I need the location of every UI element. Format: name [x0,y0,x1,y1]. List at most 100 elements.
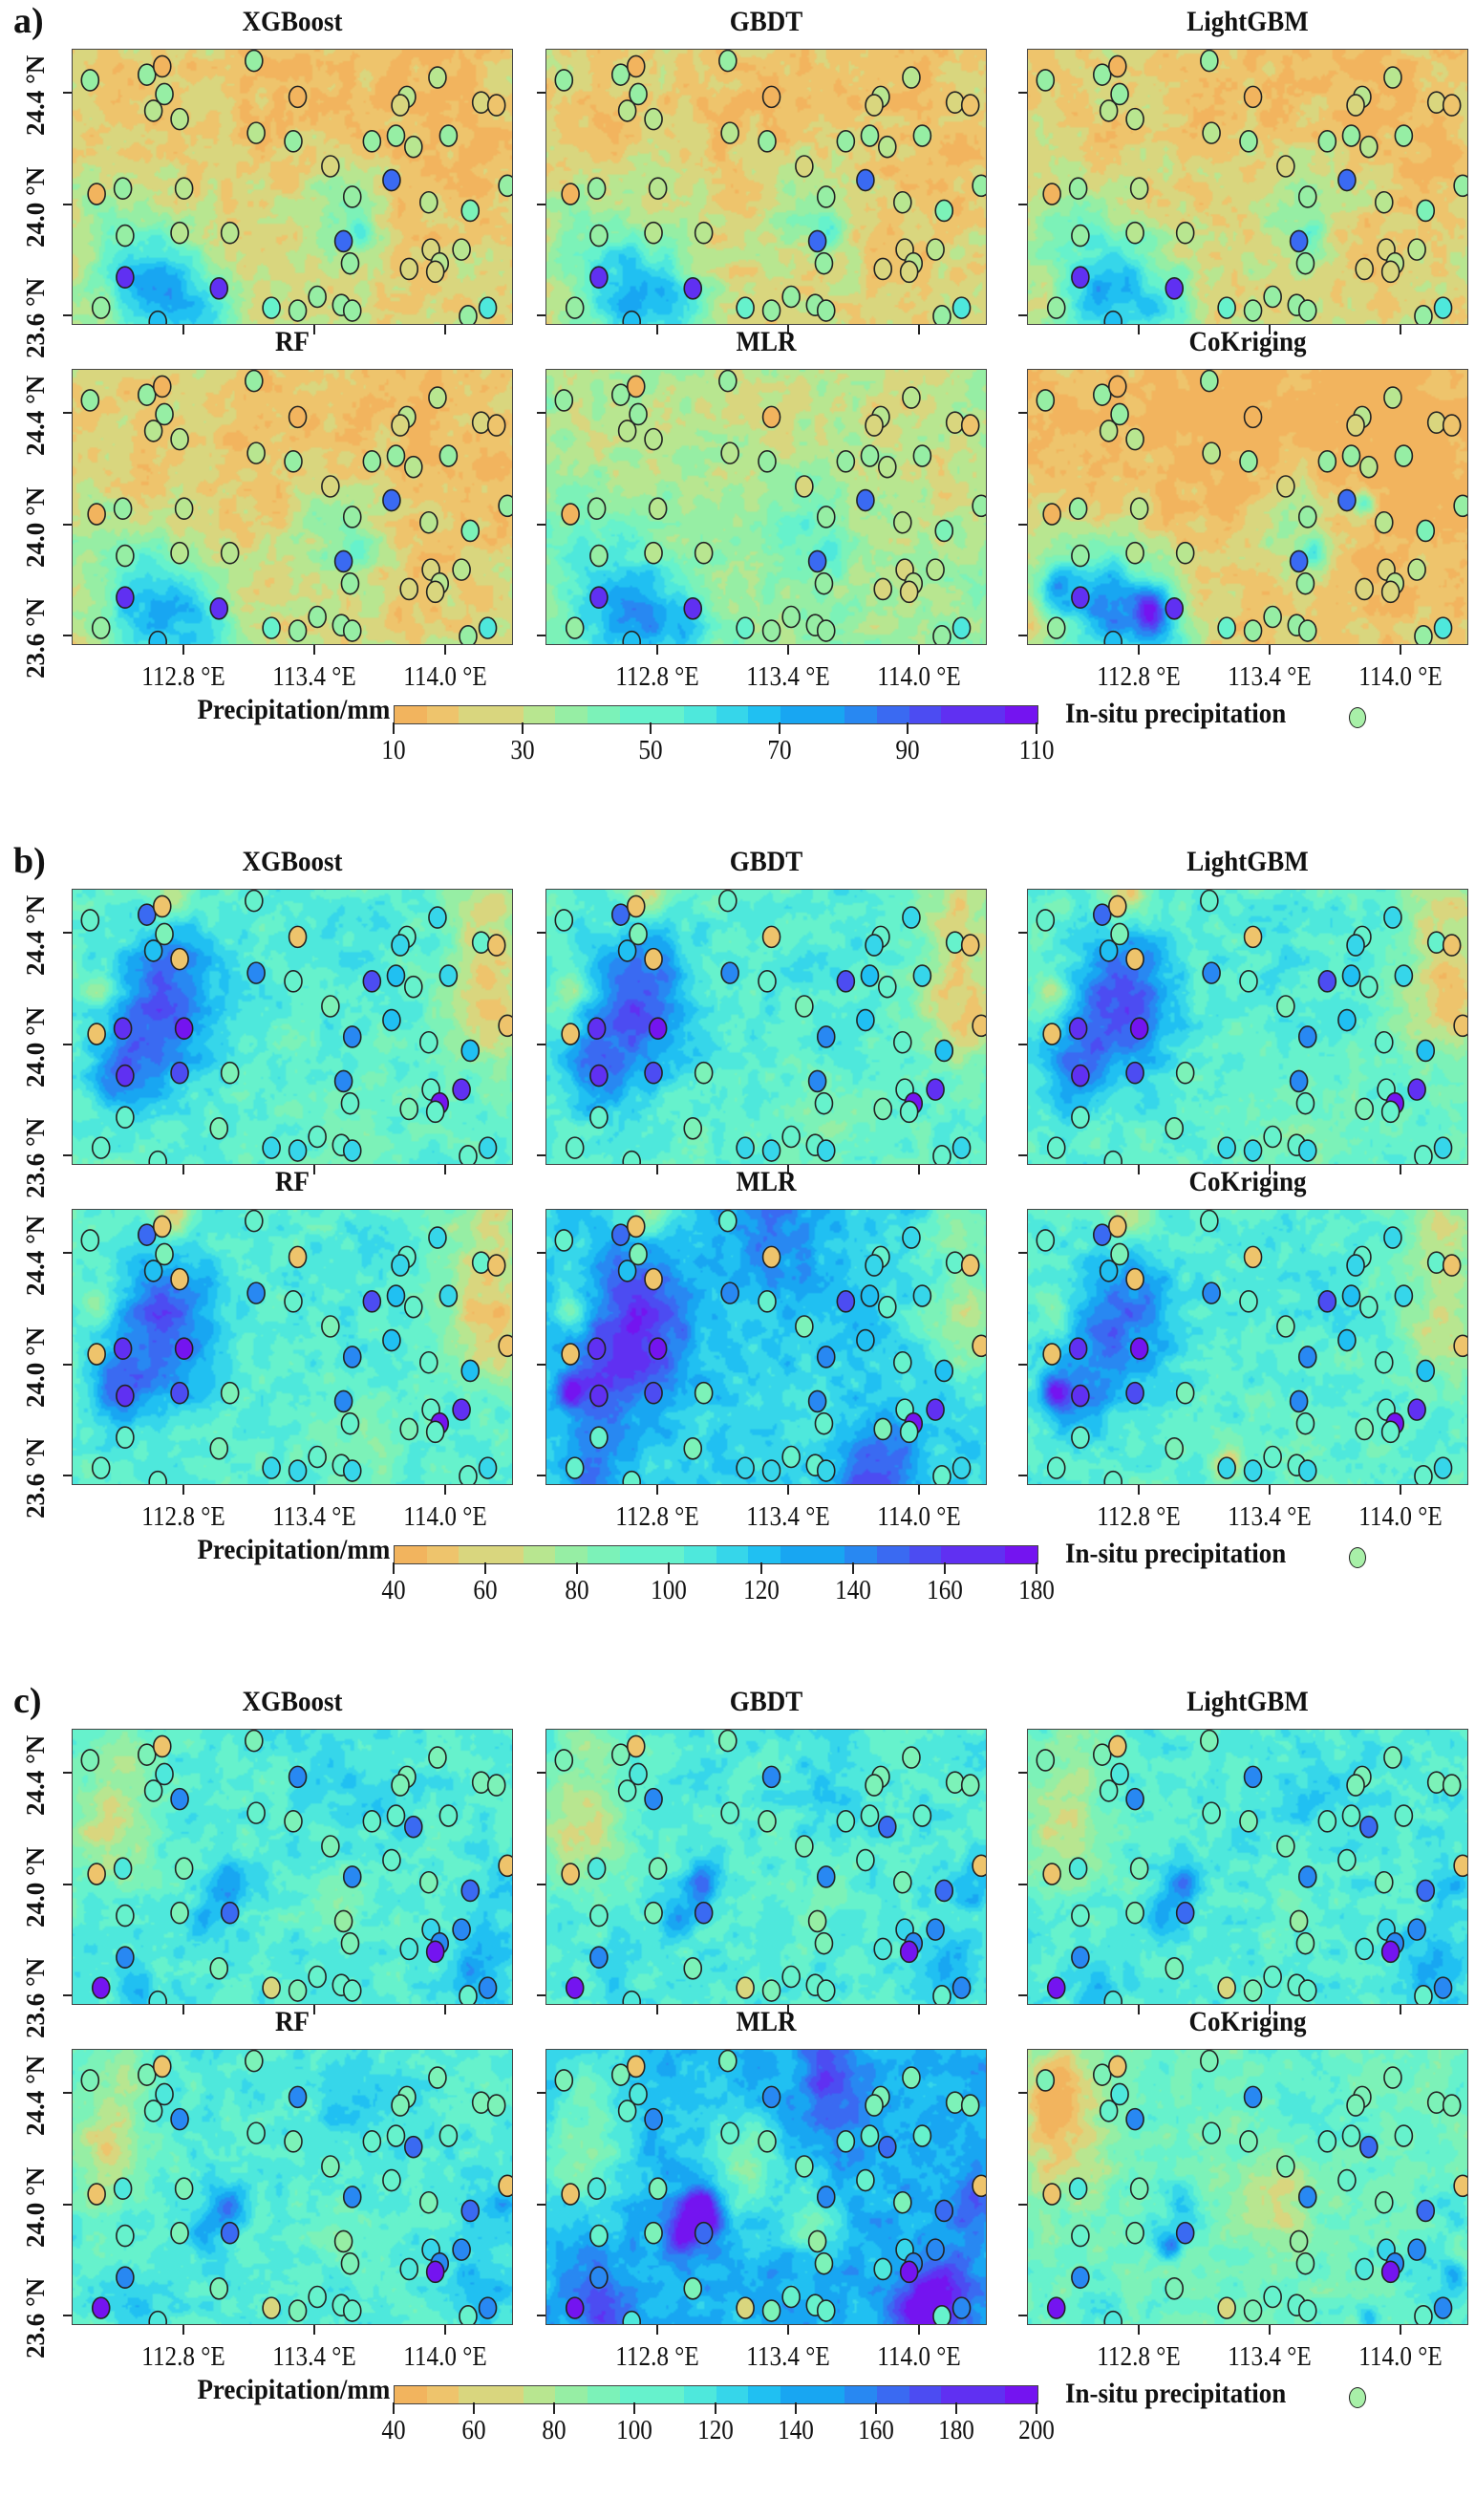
station-marker [391,414,410,437]
station-marker [565,616,585,639]
map-title-cokriging: CoKriging [1188,326,1307,357]
station-marker [382,1328,401,1352]
station-marker [1046,1976,1066,1999]
station-marker [795,155,814,178]
station-marker [644,1061,663,1085]
y-tick-mark [63,1363,72,1366]
station-marker [761,1459,781,1482]
y-tick-mark [1018,92,1027,95]
station-marker [170,1381,189,1405]
station-marker [1129,177,1149,201]
y-tick-mark [1018,1363,1027,1366]
station-marker [288,405,308,429]
station-marker [865,94,884,117]
station-marker [587,1337,607,1361]
station-marker [683,1116,703,1140]
y-tick-label: 24.0 °N [21,166,50,248]
station-marker [459,1465,478,1484]
station-marker [1289,1389,1309,1413]
station-marker [893,1350,912,1374]
station-marker [877,1815,897,1839]
colorbar-segment [555,2386,588,2403]
station-marker [438,2124,459,2147]
station-marker [1217,1136,1236,1159]
y-tick-label: 23.6 °N [21,597,50,678]
station-marker [152,375,172,398]
station-marker [1297,2186,1317,2208]
station-marker [683,596,703,620]
station-marker [137,1223,157,1246]
station-marker [1297,1346,1317,1368]
station-marker [1263,1445,1282,1469]
y-tick-label: 23.6 °N [21,277,50,358]
station-marker [471,411,491,434]
x-tick-mark [1268,325,1271,334]
station-marker [718,2050,738,2073]
panel-label: a) [13,1,44,41]
station-marker [1426,2091,1446,2114]
station-marker [960,414,980,437]
station-marker [629,1762,648,1786]
colorbar-segment [748,1546,780,1563]
station-marker [1355,577,1375,601]
y-tick-label: 24.4 °N [21,1216,50,1297]
station-marker [644,1787,663,1811]
station-marker [87,1863,106,1885]
station-marker [945,91,965,114]
y-tick-mark [1018,2314,1027,2316]
station-marker [155,1242,174,1266]
station-marker [1433,1456,1453,1479]
station-marker [1426,931,1446,954]
station-marker [926,1918,945,1941]
station-marker [718,1730,738,1753]
station-marker [1383,906,1402,929]
station-marker [565,296,585,319]
map-title-xgboost: XGBoost [242,6,343,37]
station-marker [758,130,777,153]
station-marker [498,1014,512,1038]
station-marker [471,91,491,114]
station-marker [170,2107,189,2131]
station-marker [932,2305,951,2324]
station-marker [245,890,264,913]
station-marker [1243,2085,1263,2109]
station-marker [438,124,459,147]
station-marker [170,1787,189,1811]
x-tick-mark [312,1165,315,1174]
station-marker [1317,450,1337,473]
colorbar-segment [844,706,877,723]
x-tick-label: 114.0 °E [403,1502,487,1532]
station-marker [1380,260,1400,284]
y-tick-mark [63,412,72,415]
station-marker [245,2050,264,2073]
station-marker [143,939,163,962]
station-marker [1103,310,1122,324]
station-marker [333,229,353,253]
station-marker [419,1350,438,1374]
station-marker [972,1334,986,1358]
station-marker [565,1456,585,1479]
station-marker [80,389,100,412]
y-tick-mark [1018,313,1027,316]
station-marker [1110,922,1129,946]
station-marker [1433,616,1453,639]
station-marker [589,2266,609,2289]
station-marker [626,1734,646,1758]
station-marker [807,229,827,253]
station-marker [926,238,945,261]
station-marker [1295,1411,1315,1435]
station-marker [1383,386,1402,409]
station-marker [459,2305,478,2324]
station-marker [152,54,172,78]
colorbar-segment [812,1546,845,1563]
station-marker [1337,1848,1357,1872]
station-marker [438,1804,459,1827]
station-marker [340,571,360,595]
station-marker [386,2124,406,2147]
station-marker [899,1100,919,1124]
x-tick-label: 113.4 °E [746,662,830,692]
station-marker [308,1965,327,1989]
station-marker [926,1398,945,1421]
station-marker [1289,229,1309,253]
colorbar-tick-label: 180 [1018,1576,1055,1605]
